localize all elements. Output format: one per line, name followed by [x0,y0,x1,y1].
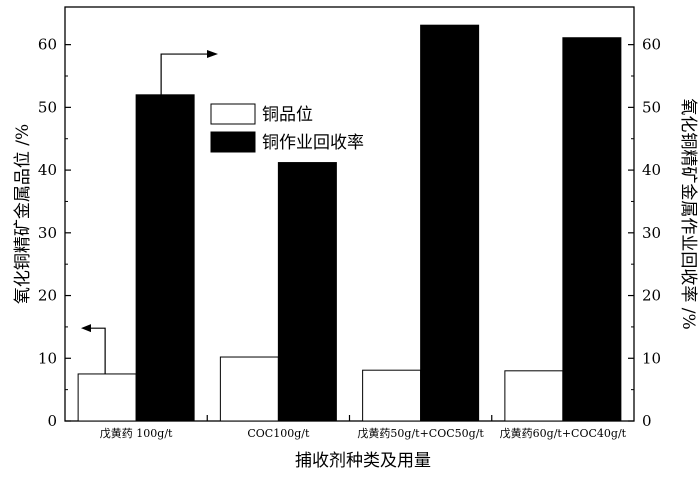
right-tick-label: 60 [642,36,661,54]
left-axis-ticks: 0 10 20 30 40 50 60 [38,36,71,430]
bars [77,24,622,422]
bar-copper-recovery [562,37,622,422]
grade-arrow-line [89,327,106,374]
right-tick-label: 20 [642,287,661,305]
bar-copper-grade [504,370,564,422]
axis-indicator-arrows [81,50,218,374]
category-label: 戊黄药50g/t+COC50g/t [357,426,484,440]
left-tick-label: 10 [38,349,57,367]
legend-swatch-recovery [210,131,256,153]
right-tick-label: 10 [642,349,661,367]
right-tick-label: 0 [642,412,652,430]
right-axis-ticks: 0 10 20 30 40 50 60 [628,36,661,430]
bar-copper-grade [219,356,279,422]
grade-arrow-head [81,324,91,333]
right-tick-label: 50 [642,98,661,116]
legend-swatch-grade [210,103,256,125]
bar-copper-recovery [135,94,195,422]
bar-copper-grade [77,373,137,422]
recovery-arrow-line [160,53,208,95]
category-label: 戊黄药60g/t+COC40g/t [500,426,627,440]
left-tick-label: 20 [38,287,57,305]
right-tick-label: 30 [642,224,661,242]
category-labels: 戊黄药 100g/t COC100g/t 戊黄药50g/t+COC50g/t 戊黄药6… [100,426,627,440]
right-tick-label: 40 [642,161,661,179]
recovery-arrow-head [207,50,218,59]
category-label: 戊黄药 100g/t [100,426,173,440]
bar-copper-grade [362,369,422,422]
left-tick-label: 0 [47,412,57,430]
left-tick-label: 40 [38,161,57,179]
legend-label-grade: 铜品位 [262,105,313,125]
bar-copper-recovery [277,162,337,422]
left-tick-label: 30 [38,224,57,242]
y-axis-title-left: 氧化铜精矿金属品位 /% [13,124,33,304]
bar-copper-recovery [420,24,480,422]
left-tick-label: 50 [38,98,57,116]
legend-label-recovery: 铜作业回收率 [262,133,364,153]
x-axis-title: 捕收剂种类及用量 [295,451,431,471]
left-tick-label: 60 [38,36,57,54]
y-axis-title-right: 氧化铜精矿金属作业回收率 /% [678,98,698,329]
category-label: COC100g/t [247,427,310,440]
